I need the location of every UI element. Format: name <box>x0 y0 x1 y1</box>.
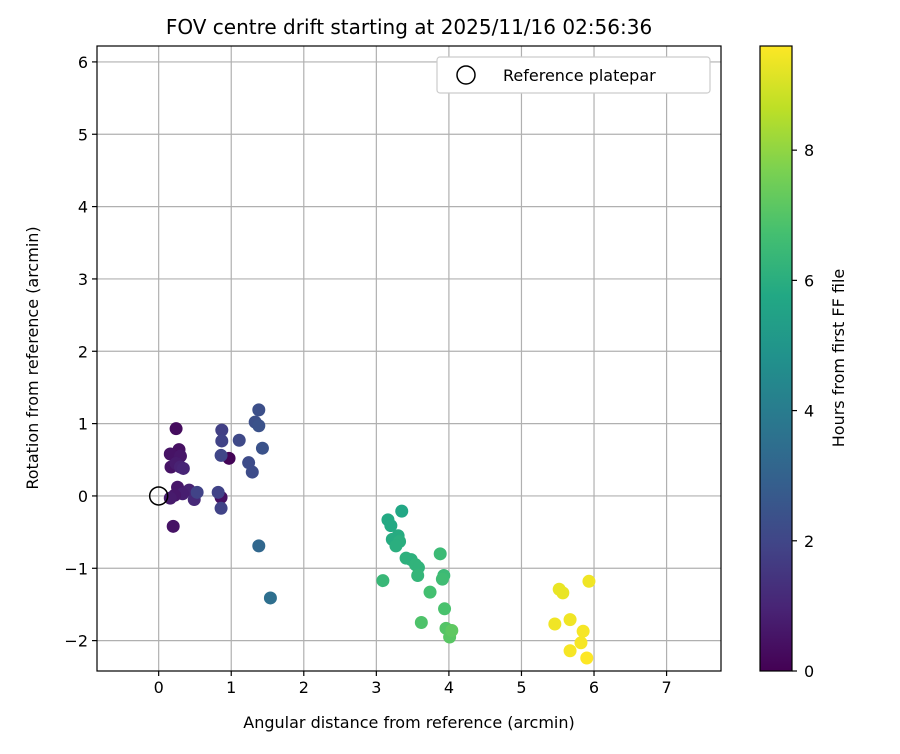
data-point <box>384 519 398 533</box>
data-point <box>215 434 229 448</box>
data-point <box>252 403 266 417</box>
data-point <box>576 624 590 638</box>
data-point <box>438 602 452 616</box>
y-tick-label: −2 <box>64 632 88 651</box>
y-tick-label: 4 <box>78 198 88 217</box>
data-point <box>252 419 266 433</box>
data-point <box>176 461 190 475</box>
x-tick-label: 1 <box>226 678 236 697</box>
data-point <box>376 574 390 588</box>
data-point <box>215 423 229 437</box>
x-tick-label: 3 <box>371 678 381 697</box>
data-points <box>163 403 596 665</box>
chart-title: FOV centre drift starting at 2025/11/16 … <box>166 15 652 39</box>
legend-box <box>436 56 711 94</box>
data-point <box>232 433 246 447</box>
colorbar-tick-label: 6 <box>804 271 814 290</box>
data-point <box>163 447 177 461</box>
data-point <box>211 485 225 499</box>
data-point <box>548 617 562 631</box>
plot-frame <box>96 45 722 672</box>
data-point <box>190 485 204 499</box>
grid <box>97 46 721 671</box>
x-tick-label: 4 <box>444 678 454 697</box>
x-tick-label: 7 <box>661 678 671 697</box>
y-tick-label: 2 <box>78 342 88 361</box>
x-tick-label: 0 <box>154 678 164 697</box>
y-tick-label: 0 <box>78 487 88 506</box>
colorbar: 0 2 4 6 8 Hours from first FF file <box>759 45 848 681</box>
data-point <box>582 574 596 588</box>
y-tick-label: −1 <box>64 559 88 578</box>
x-tick-label: 2 <box>299 678 309 697</box>
data-point <box>433 547 447 561</box>
colorbar-tick-label: 0 <box>804 662 814 681</box>
data-point <box>563 613 577 627</box>
data-point <box>245 465 259 479</box>
data-point <box>556 586 570 600</box>
colorbar-label: Hours from first FF file <box>829 269 848 448</box>
data-point <box>411 569 425 583</box>
data-point <box>166 519 180 533</box>
colorbar-ticks: 0 2 4 6 8 <box>792 141 814 681</box>
legend-label: Reference platepar <box>503 66 656 85</box>
data-point <box>214 448 228 462</box>
data-point <box>445 623 459 637</box>
colorbar-gradient <box>759 45 793 672</box>
y-tick-label: 3 <box>78 270 88 289</box>
y-axis-label: Rotation from reference (arcmin) <box>23 226 42 489</box>
data-point <box>169 422 183 436</box>
data-point <box>252 539 266 553</box>
data-point <box>395 504 409 518</box>
axis-ticks: 0 1 2 3 4 5 6 7 −2 −1 0 1 2 3 4 5 6 <box>64 53 671 697</box>
colorbar-tick-label: 8 <box>804 141 814 160</box>
y-tick-label: 6 <box>78 53 88 72</box>
legend-marker <box>456 65 476 85</box>
data-point <box>414 616 428 630</box>
reference-marker <box>148 486 169 506</box>
x-axis-label: Angular distance from reference (arcmin) <box>243 713 574 732</box>
colorbar-tick-label: 4 <box>804 402 814 421</box>
data-point <box>255 441 269 455</box>
data-point <box>423 585 437 599</box>
reference-marker-group <box>148 486 169 506</box>
data-point <box>580 651 594 665</box>
data-point <box>435 572 449 586</box>
data-point <box>214 501 228 515</box>
colorbar-tick-label: 2 <box>804 532 814 551</box>
y-tick-label: 1 <box>78 415 88 434</box>
legend: Reference platepar <box>436 56 711 94</box>
data-point <box>263 591 277 605</box>
x-tick-label: 5 <box>516 678 526 697</box>
x-tick-label: 6 <box>589 678 599 697</box>
data-point <box>574 636 588 650</box>
y-tick-label: 5 <box>78 125 88 144</box>
data-point <box>563 644 577 658</box>
data-point <box>389 539 403 553</box>
